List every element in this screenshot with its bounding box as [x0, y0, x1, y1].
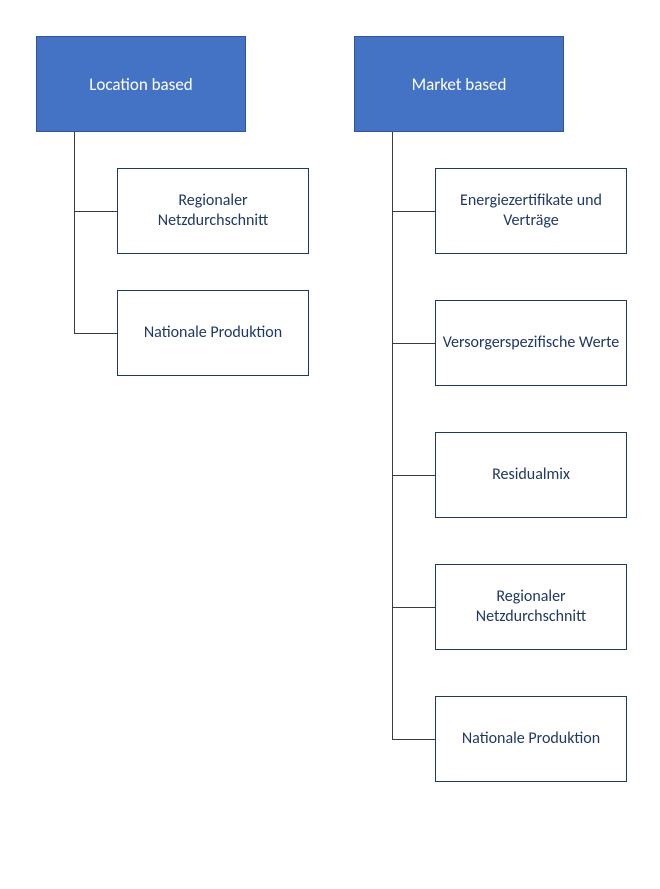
child-label: Regionaler Netzdurchschnitt [122, 191, 304, 231]
child-label: Regionaler Netzdurchschnitt [440, 587, 622, 627]
connector-trunk [74, 132, 75, 333]
child-node: Versorgerspezifische Werte [435, 300, 627, 386]
header-label: Market based [412, 74, 507, 95]
child-node: Regionaler Netzdurchschnitt [435, 564, 627, 650]
connector-branch [392, 739, 435, 740]
connector-branch [392, 607, 435, 608]
header-location-based: Location based [36, 36, 246, 132]
child-label: Nationale Produktion [144, 323, 282, 343]
header-label: Location based [89, 74, 192, 95]
connector-branch [392, 211, 435, 212]
child-node: Energiezertifikate und Verträge [435, 168, 627, 254]
connector-branch [74, 333, 117, 334]
child-label: Versorgerspezifische Werte [443, 333, 620, 353]
child-node: Residualmix [435, 432, 627, 518]
connector-branch [74, 211, 117, 212]
child-label: Energiezertifikate und Verträge [440, 191, 622, 231]
child-node: Regionaler Netzdurchschnitt [117, 168, 309, 254]
child-label: Residualmix [492, 465, 570, 485]
header-market-based: Market based [354, 36, 564, 132]
child-label: Nationale Produktion [462, 729, 600, 749]
child-node: Nationale Produktion [435, 696, 627, 782]
connector-trunk [392, 132, 393, 739]
connector-branch [392, 475, 435, 476]
connector-branch [392, 343, 435, 344]
child-node: Nationale Produktion [117, 290, 309, 376]
